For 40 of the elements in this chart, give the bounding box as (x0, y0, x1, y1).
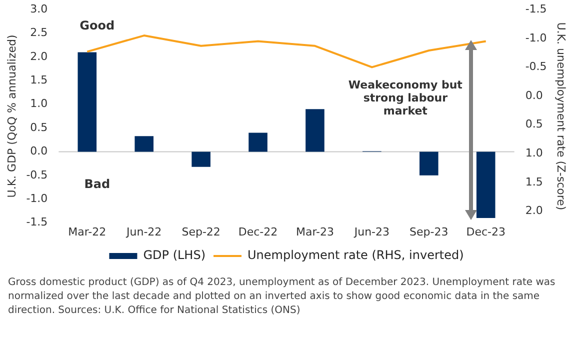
y2-tick-label: -1.0 (525, 31, 547, 44)
y-tick-label: -1.5 (26, 216, 48, 229)
bar (134, 136, 154, 152)
y-tick-label: 2.5 (30, 26, 48, 40)
y2-tick-label: 2.0 (525, 204, 543, 218)
y2-tick-label: 0.0 (525, 88, 543, 102)
y2-axis-title: U.K. unemployment rate (Z-score) (554, 22, 568, 210)
y2-tick-label: -1.5 (525, 2, 547, 16)
y-tick-label: 0.0 (30, 144, 48, 158)
x-tick-label: Sep-23 (410, 225, 448, 238)
y-axis-title: U.K. GDP (QoQ % annualized) (5, 34, 18, 198)
y-tick-label: -0.5 (26, 168, 48, 182)
y2-tick-label: -0.5 (525, 60, 547, 74)
annotation: Weakeconomy but strong labour market (348, 78, 462, 118)
legend-label: Unemployment rate (RHS, inverted) (248, 248, 464, 262)
x-tick-label: Sep-22 (182, 225, 220, 238)
y-tick-label: 1.0 (30, 97, 48, 110)
y2-tick-label: 0.5 (525, 118, 543, 131)
y2-tick-label: 1.5 (525, 175, 543, 188)
bar (420, 152, 438, 176)
bar (78, 52, 97, 152)
y2-tick-label: 1.0 (525, 146, 543, 160)
x-tick-label: Jun-23 (353, 225, 390, 238)
y-tick-label: -1.0 (26, 192, 48, 205)
bar (192, 152, 210, 167)
bar (306, 109, 324, 152)
bar (248, 132, 268, 152)
text: Gross domestic product (GDP) as of Q4 2023, unemployment as of December 2023. Unemployment rate was normalized over the last decade and plotted on an inverted axis to show good economic data in the same direction. Sources: U.K. Office for National Statistics (ONS) (7, 276, 556, 318)
x-tick-label: Mar-22 (68, 225, 106, 238)
y-tick-label: 2.0 (30, 50, 48, 63)
y-tick-label: 3.0 (30, 2, 48, 16)
x-tick-label: Dec-22 (238, 225, 278, 238)
y-tick-label: 0.5 (30, 120, 48, 134)
legend-label: GDP (LHS) (143, 248, 206, 262)
y-tick-label: 1.5 (30, 74, 48, 87)
annotation: Good (80, 18, 115, 32)
x-tick-label: Mar-23 (296, 225, 334, 238)
x-tick-label: Dec-23 (466, 225, 506, 238)
annotation: Bad (84, 177, 110, 192)
x-tick-label: Jun-22 (126, 225, 162, 238)
